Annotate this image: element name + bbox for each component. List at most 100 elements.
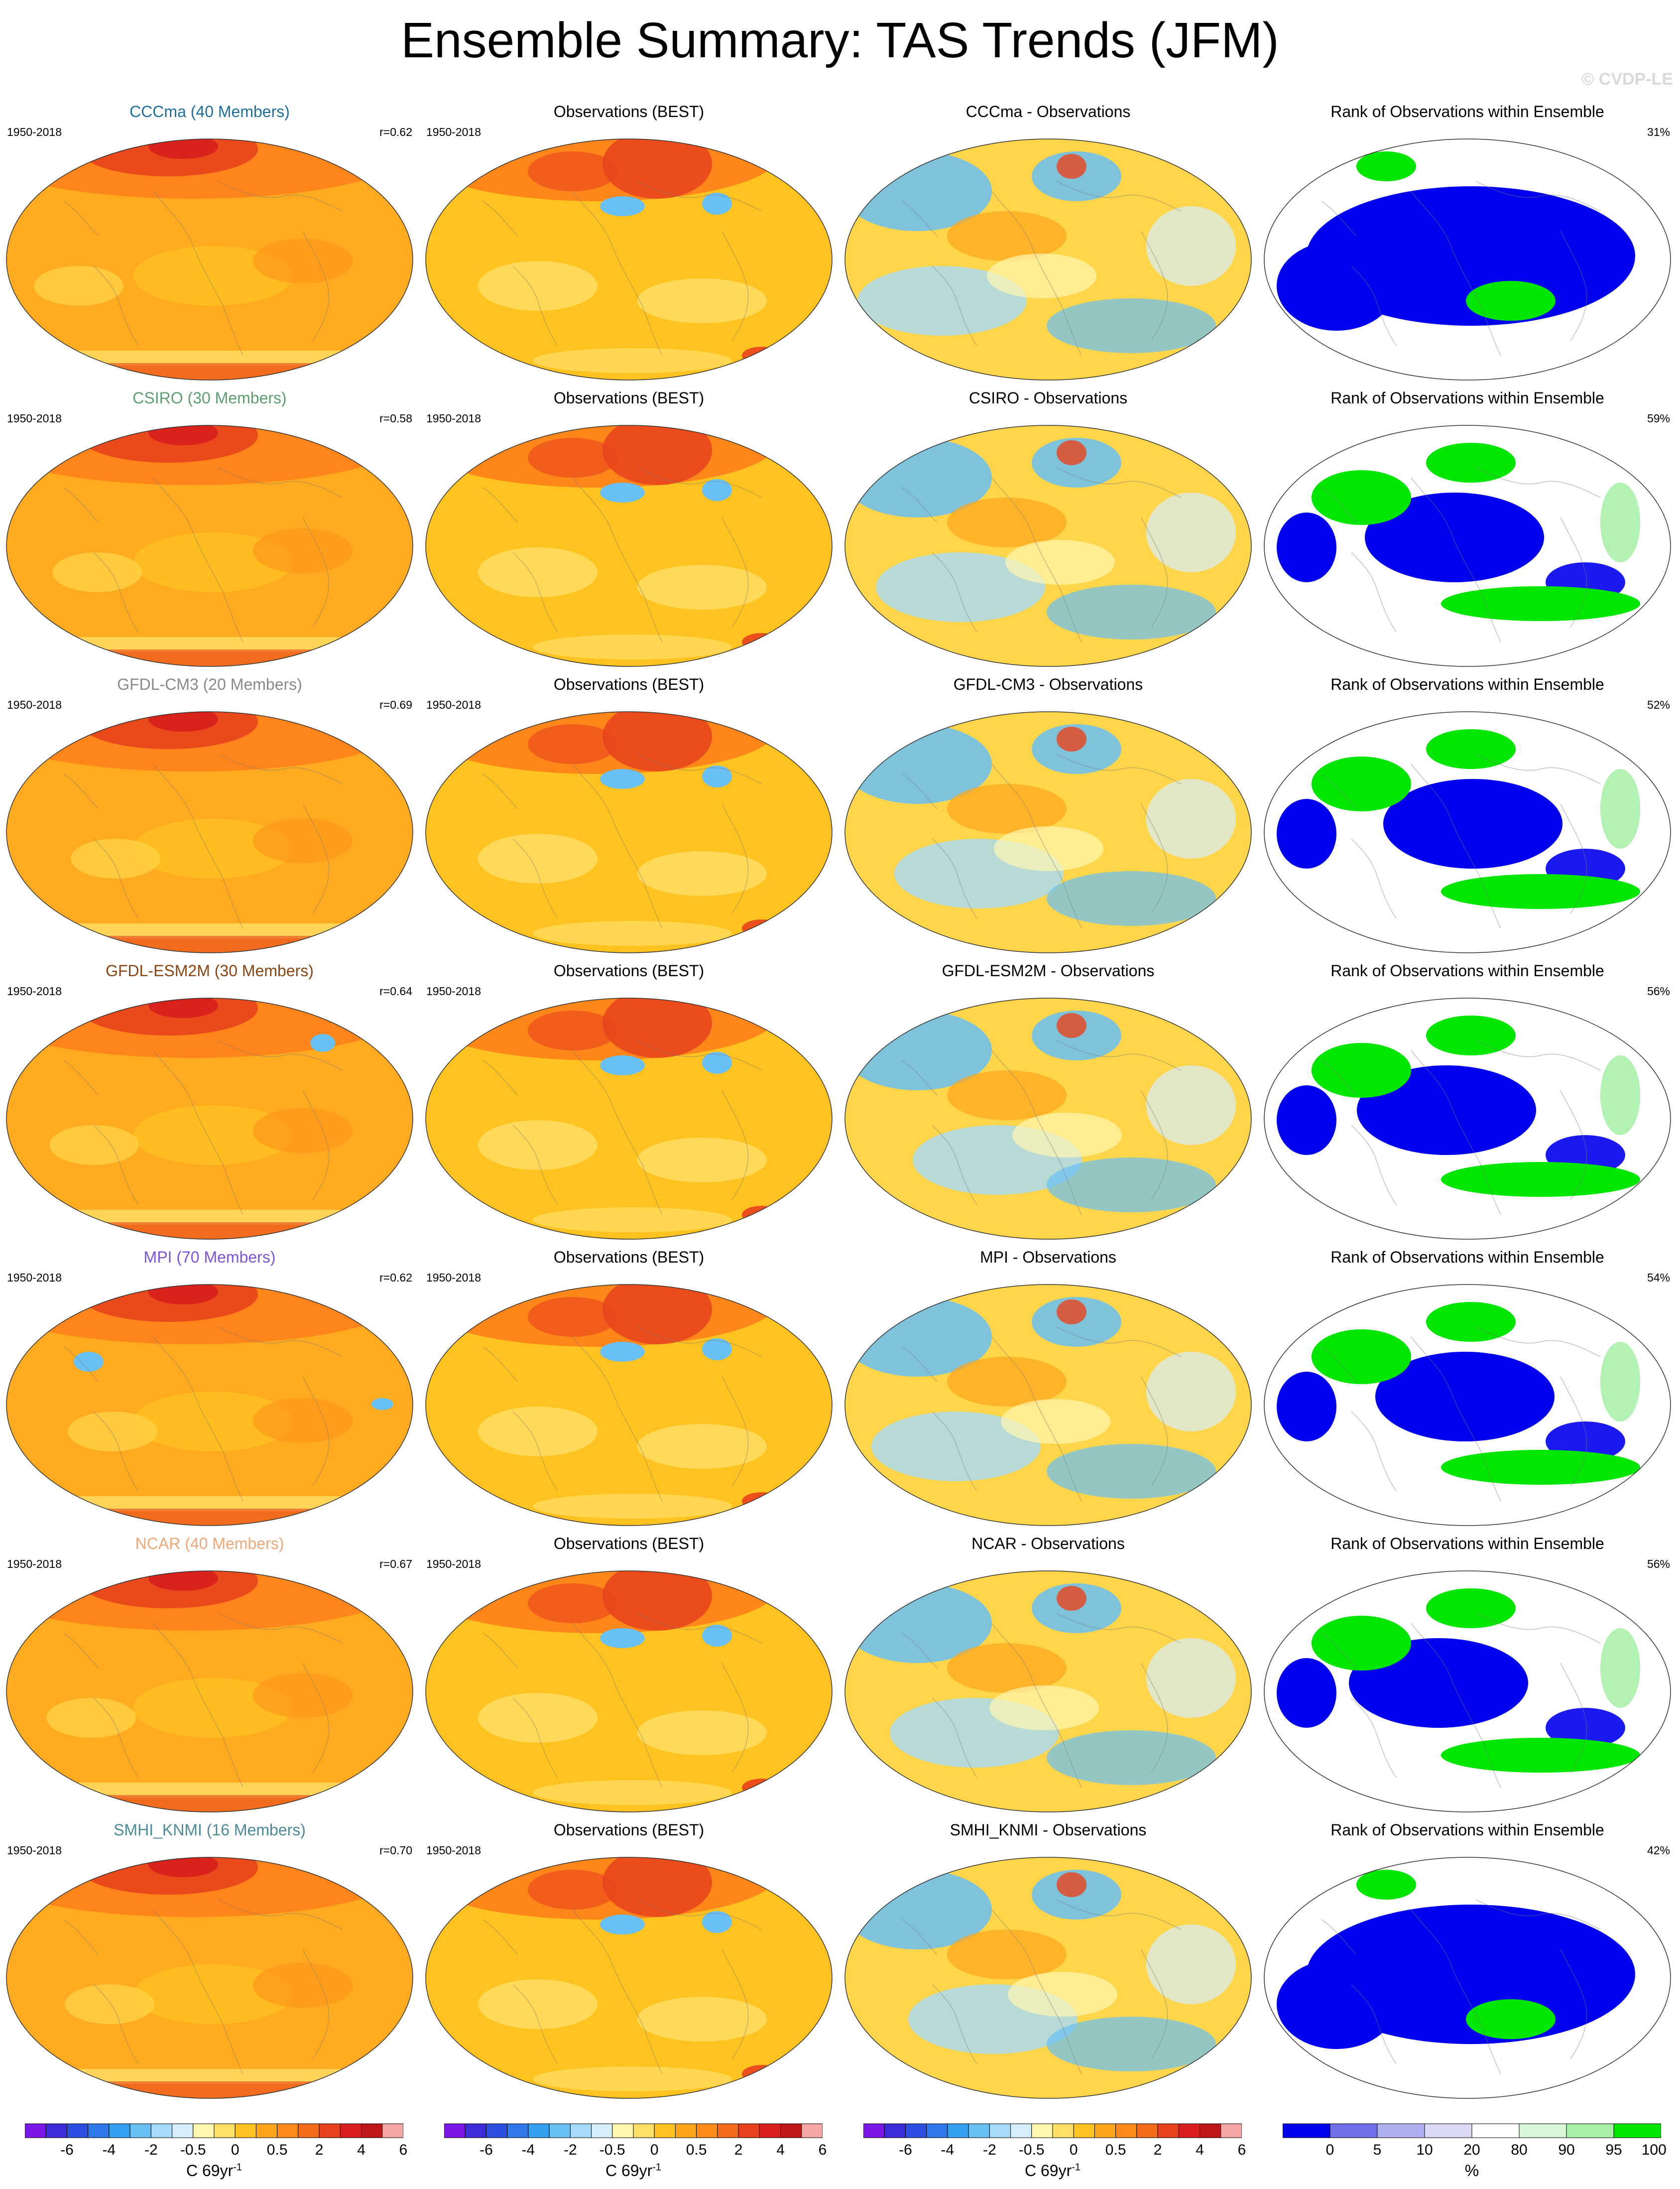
colorbar-unit: C 69yr-1: [1024, 2162, 1081, 2180]
colorbar-swatch: [150, 2123, 173, 2138]
colorbar-tick-label: -6: [899, 2142, 912, 2158]
trend-colorbar: -6 -4 -2 -0.5 0 0.5 2 4 6 C 69yr-1: [444, 2122, 827, 2182]
colorbar-swatch: [1613, 2123, 1662, 2138]
colorbar-swatch: [444, 2123, 466, 2138]
colorbar-tick-label: -2: [982, 2142, 996, 2158]
obs-map: [425, 1284, 833, 1526]
colorbar-tick-label: -4: [941, 2142, 955, 2158]
colorbar-swatch: [863, 2123, 885, 2138]
colorbar-swatch: [235, 2123, 256, 2138]
obs-panel: Observations (BEST) 1950-2018: [419, 1820, 839, 2106]
colorbar-tick-label: -0.5: [1018, 2142, 1045, 2158]
colorbar-swatch: [1329, 2123, 1378, 2138]
colorbar-swatch: [109, 2123, 130, 2138]
diff-panel: NCAR - Observations: [839, 1534, 1258, 1820]
colorbar-tick-label: 6: [399, 2142, 408, 2158]
rank-panel: Rank of Observations within Ensemble 52%: [1258, 674, 1677, 961]
period-label: 1950-2018: [7, 1557, 62, 1570]
model-panel: SMHI_KNMI (16 Members) 1950-2018 r=0.70: [0, 1820, 419, 2106]
colorbar-swatch: [485, 2123, 508, 2138]
obs-panel: Observations (BEST) 1950-2018: [419, 1247, 839, 1534]
colorbar-tick-label: 2: [1153, 2142, 1162, 2158]
period-label: 1950-2018: [7, 126, 62, 138]
page-title: Ensemble Summary: TAS Trends (JFM): [401, 12, 1279, 68]
colorbar-tick-label: 6: [818, 2142, 827, 2158]
colorbar-swatch: [340, 2123, 362, 2138]
rank-map: [1264, 998, 1671, 1240]
colorbar-tick-label: 95: [1605, 2142, 1622, 2158]
correlation-label: r=0.67: [379, 1557, 412, 1570]
colorbar-swatch: [549, 2123, 571, 2138]
colorbar-swatch: [465, 2123, 486, 2138]
colorbar-swatch: [947, 2123, 969, 2138]
obs-map: [425, 711, 833, 953]
colorbar-swatch: [45, 2123, 67, 2138]
colorbar-swatch: [570, 2123, 592, 2138]
colorbar-unit: %: [1464, 2162, 1479, 2180]
rank-title: Rank of Observations within Ensemble: [1330, 1821, 1604, 1839]
colorbar-swatch: [675, 2123, 697, 2138]
trend-colorbar: -6 -4 -2 -0.5 0 0.5 2 4 6 C 69yr-1: [24, 2122, 407, 2182]
model-map: [6, 138, 413, 381]
colorbar-swatch: [1031, 2123, 1053, 2138]
correlation-label: r=0.58: [379, 412, 412, 425]
obs-title: Observations (BEST): [553, 389, 705, 407]
model-panel: GFDL-ESM2M (30 Members) 1950-2018 r=0.64: [0, 961, 419, 1247]
rank-percent: 42%: [1647, 1844, 1670, 1857]
colorbar-tick-label: 100: [1641, 2142, 1667, 2158]
diff-title: MPI - Observations: [980, 1248, 1116, 1266]
colorbar-swatch: [989, 2123, 1011, 2138]
obs-title: Observations (BEST): [553, 962, 705, 980]
colorbar-tick-label: 0: [1069, 2142, 1078, 2158]
rank-map: [1264, 1570, 1671, 1812]
colorbar-tick-label: -4: [102, 2142, 116, 2158]
diff-panel: GFDL-ESM2M - Observations: [839, 961, 1258, 1247]
obs-map: [425, 998, 833, 1240]
colorbar-swatch: [884, 2123, 906, 2138]
colorbar-swatches: [24, 2123, 404, 2138]
colorbar-swatch: [1220, 2123, 1242, 2138]
rank-percent: 54%: [1647, 1271, 1670, 1284]
period-label: 1950-2018: [7, 698, 62, 711]
obs-panel: Observations (BEST) 1950-2018: [419, 674, 839, 961]
period-label: 1950-2018: [426, 985, 481, 998]
diff-map: [844, 711, 1252, 953]
colorbar-swatch: [319, 2123, 341, 2138]
colorbar-tick-label: 0.5: [686, 2142, 707, 2158]
obs-title: Observations (BEST): [553, 675, 705, 693]
model-map: [6, 998, 413, 1240]
rank-title: Rank of Observations within Ensemble: [1330, 962, 1604, 980]
colorbar-swatch: [214, 2123, 236, 2138]
model-title: CCCma (40 Members): [129, 103, 290, 121]
colorbar-swatch: [780, 2123, 802, 2138]
rank-title: Rank of Observations within Ensemble: [1330, 675, 1604, 693]
model-panel: CSIRO (30 Members) 1950-2018 r=0.58: [0, 388, 419, 674]
model-panel: MPI (70 Members) 1950-2018 r=0.62: [0, 1247, 419, 1534]
colorbar-tick-label: 5: [1373, 2142, 1382, 2158]
colorbar-swatches: [1282, 2123, 1662, 2138]
colorbar-swatch: [1282, 2123, 1330, 2138]
colorbar-tick-label: 4: [1196, 2142, 1204, 2158]
period-label: 1950-2018: [426, 698, 481, 711]
rank-percent: 59%: [1647, 412, 1670, 425]
diff-title: NCAR - Observations: [971, 1535, 1125, 1552]
colorbar-tick-label: -2: [144, 2142, 158, 2158]
diff-map: [844, 138, 1252, 381]
colorbar-swatch: [801, 2123, 823, 2138]
colorbar-swatch: [654, 2123, 676, 2138]
rank-map: [1264, 1284, 1671, 1526]
model-title: NCAR (40 Members): [135, 1535, 284, 1552]
diff-title: CCCma - Observations: [965, 103, 1131, 121]
obs-panel: Observations (BEST) 1950-2018: [419, 388, 839, 674]
colorbar-swatch: [255, 2123, 278, 2138]
colorbar-unit: C 69yr-1: [605, 2162, 662, 2180]
obs-title: Observations (BEST): [553, 1821, 705, 1839]
colorbar-tick-label: 2: [315, 2142, 324, 2158]
period-label: 1950-2018: [426, 412, 481, 425]
colorbar-labels: 0 5 10 20 80 90 95 100: [1283, 2142, 1667, 2162]
rank-title: Rank of Observations within Ensemble: [1330, 389, 1604, 407]
obs-map: [425, 1570, 833, 1812]
colorbar-swatch: [1115, 2123, 1137, 2138]
rank-percent: 56%: [1647, 1557, 1670, 1570]
obs-title: Observations (BEST): [553, 1535, 705, 1552]
